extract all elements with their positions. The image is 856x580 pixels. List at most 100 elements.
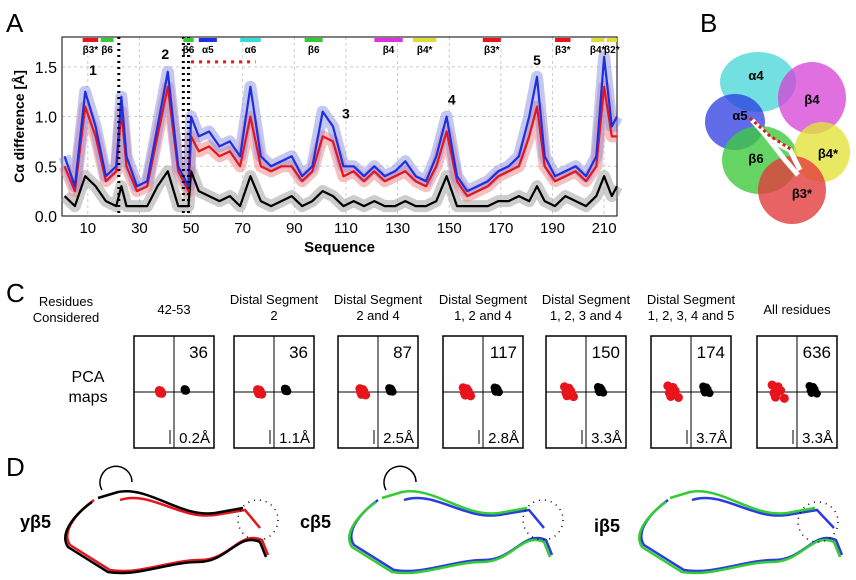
pca-point bbox=[594, 386, 603, 395]
segment-bar bbox=[100, 38, 114, 42]
segment-bar bbox=[183, 38, 194, 42]
pca-point bbox=[385, 386, 394, 395]
annotation: 5 bbox=[533, 52, 541, 68]
annotation: 3 bbox=[342, 106, 350, 122]
y-tick-label: 1.0 bbox=[35, 110, 57, 127]
pca-point bbox=[180, 386, 189, 395]
pca-point bbox=[491, 386, 500, 395]
series-line bbox=[63, 170, 618, 208]
point-count: 36 bbox=[189, 343, 208, 362]
panel-label: D bbox=[6, 452, 25, 482]
column-header: 1, 2, 3 and 4 bbox=[550, 308, 622, 323]
x-tick-label: 50 bbox=[183, 220, 200, 237]
x-tick-label: 10 bbox=[79, 220, 96, 237]
pca-point bbox=[459, 388, 469, 398]
point-count: 174 bbox=[697, 343, 725, 362]
row-header: Residues bbox=[39, 294, 94, 309]
series-line bbox=[63, 55, 618, 193]
annotation: 1 bbox=[89, 62, 97, 78]
scale-label: 3.3Å bbox=[802, 430, 833, 447]
column-header: 42-53 bbox=[157, 302, 190, 317]
y-tick-label: 0.5 bbox=[35, 159, 57, 176]
structure-image: α4 α5 β4 β6 β4* β3* bbox=[705, 52, 850, 224]
column-header: 2 and 4 bbox=[356, 308, 399, 323]
segment-label: β4 bbox=[383, 45, 395, 56]
scale-label: 1.1Å bbox=[279, 430, 310, 447]
column-header: Distal Segment bbox=[647, 292, 736, 307]
point-count: 87 bbox=[393, 343, 412, 362]
segment-bar bbox=[82, 38, 99, 42]
point-count: 36 bbox=[289, 343, 308, 362]
x-tick-label: 210 bbox=[592, 220, 617, 237]
column-header: 2 bbox=[270, 308, 277, 323]
pca-point bbox=[281, 386, 290, 395]
segment-bar bbox=[304, 38, 323, 42]
panel-label: C bbox=[6, 278, 25, 308]
segment-bar bbox=[413, 38, 437, 42]
segment-bar bbox=[482, 38, 501, 42]
y-tick-label: 1.5 bbox=[35, 60, 57, 77]
segment-bar bbox=[606, 38, 617, 42]
pca-point bbox=[663, 381, 673, 391]
structure-label: iβ5 bbox=[594, 516, 620, 536]
scale-label: 0.2Å bbox=[179, 430, 210, 447]
pca-point bbox=[767, 380, 777, 390]
point-count: 117 bbox=[490, 343, 517, 362]
column-header: 1, 2, 3, 4 and 5 bbox=[648, 308, 735, 323]
column-header: All residues bbox=[763, 302, 831, 317]
annotation: 2 bbox=[161, 46, 169, 62]
x-tick-label: 110 bbox=[334, 220, 358, 237]
point-count: 150 bbox=[592, 343, 620, 362]
structure-traces: yβ5 cβ5 iβ5 bbox=[20, 465, 844, 575]
column-header: Distal Segment bbox=[230, 292, 319, 307]
pca-point bbox=[253, 387, 263, 397]
structure-label: cβ5 bbox=[300, 512, 331, 532]
x-tick-label: 70 bbox=[234, 220, 251, 237]
region-label: β6 bbox=[748, 151, 763, 166]
y-axis-label: Cα difference [Å] bbox=[11, 70, 27, 183]
x-tick-label: 150 bbox=[437, 220, 462, 237]
segment-label: β3* bbox=[83, 45, 99, 56]
segment-label: β4* bbox=[417, 45, 433, 56]
pca-point bbox=[155, 387, 165, 397]
segment-bar bbox=[240, 38, 261, 42]
series-line bbox=[63, 85, 617, 198]
y-tick-label: 0.0 bbox=[35, 209, 57, 226]
annotation: 4 bbox=[448, 92, 456, 108]
pca-point bbox=[664, 388, 674, 398]
segment-bar bbox=[374, 38, 403, 42]
scale-label: 2.5Å bbox=[383, 430, 414, 447]
segment-bar bbox=[198, 38, 217, 42]
segment-label: β3* bbox=[484, 45, 500, 56]
x-tick-label: 130 bbox=[385, 220, 410, 237]
segment-label: β6 bbox=[308, 45, 320, 56]
pca-point bbox=[356, 387, 366, 397]
region-label: α4 bbox=[748, 68, 764, 83]
region-label: β4* bbox=[818, 146, 839, 161]
x-tick-label: 170 bbox=[488, 220, 513, 237]
region-label: β4 bbox=[804, 92, 820, 107]
pca-point bbox=[561, 388, 571, 398]
segment-label: α5 bbox=[202, 45, 214, 56]
column-header: Distal Segment bbox=[542, 292, 631, 307]
segment-label: β6 bbox=[183, 45, 195, 56]
pca-point bbox=[673, 392, 683, 402]
x-axis-label: Sequence bbox=[304, 239, 375, 256]
scale-label: 2.8Å bbox=[488, 430, 519, 447]
segment-bar bbox=[555, 38, 571, 42]
x-tick-label: 90 bbox=[286, 220, 303, 237]
segment-label: β4* bbox=[590, 45, 606, 56]
panel-label: B bbox=[700, 8, 717, 38]
pca-point bbox=[779, 393, 789, 403]
row-header: PCA bbox=[72, 369, 105, 386]
pca-point bbox=[700, 386, 709, 395]
column-header: 1, 2 and 4 bbox=[454, 308, 512, 323]
scale-label: 3.3Å bbox=[591, 430, 622, 447]
x-tick-label: 190 bbox=[540, 220, 565, 237]
segment-label: β2* bbox=[604, 45, 620, 56]
row-header: Considered bbox=[33, 310, 100, 325]
segment-label: α6 bbox=[245, 45, 257, 56]
column-header: Distal Segment bbox=[439, 292, 528, 307]
region-label: α5 bbox=[732, 108, 747, 123]
